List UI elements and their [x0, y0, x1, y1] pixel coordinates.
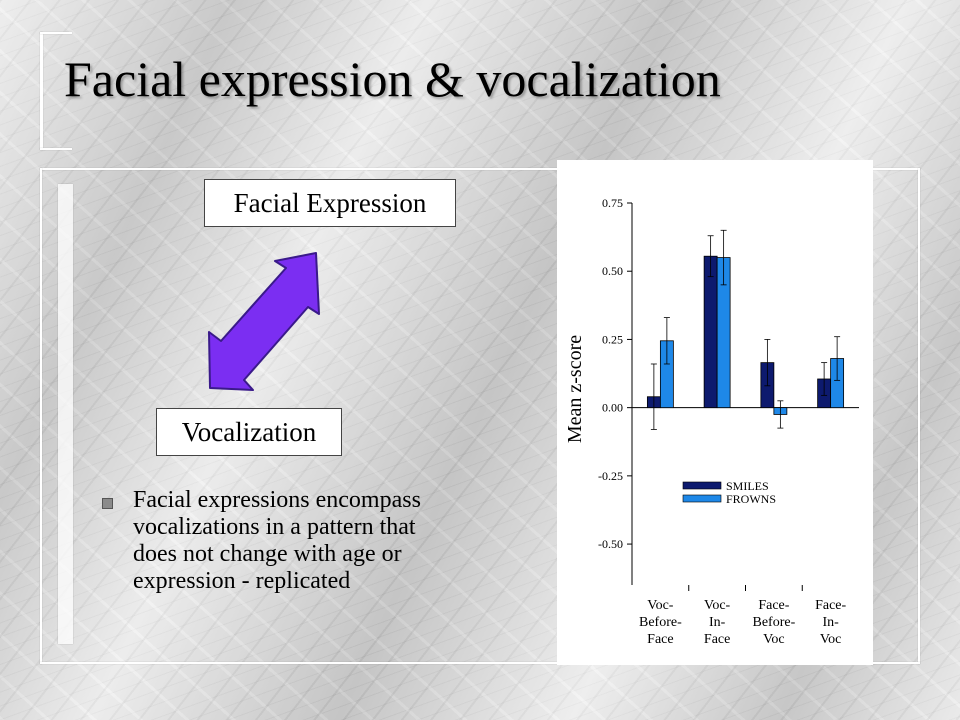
y-tick-label: 0.00	[602, 401, 623, 415]
x-tick-label: Voc-	[704, 598, 731, 613]
double-arrow-icon	[208, 252, 320, 391]
chart-panel: 0.75 0.50 0.25 0.00 -0.25 -0.50 Mean z-score Vo…	[557, 160, 873, 665]
frame-line-title-bottom	[40, 148, 72, 150]
frame-line-body-left	[40, 168, 42, 664]
double-arrow-shape	[208, 252, 320, 391]
bar-smiles	[703, 255, 718, 409]
legend-label-smiles: SMILES	[726, 479, 769, 493]
y-tick-label: -0.50	[598, 537, 623, 551]
x-tick-label: Before-	[639, 615, 682, 630]
x-tick-label: Before-	[752, 615, 795, 630]
bar-chart: 0.75 0.50 0.25 0.00 -0.25 -0.50 Mean z-score Vo…	[564, 196, 859, 647]
x-tick-label: In-	[709, 615, 726, 630]
bullet-item: Facial expressions encompass vocalizatio…	[98, 487, 458, 595]
x-tick-label: Face-	[758, 598, 789, 613]
bullet-list: Facial expressions encompass vocalizatio…	[98, 487, 458, 595]
x-tick-label: Face	[647, 632, 673, 647]
frame-line-title-top	[40, 32, 72, 34]
facial-expression-label: Facial Expression	[204, 179, 456, 227]
frame-line-inner-vertical	[58, 184, 73, 644]
x-tick-label: Face	[704, 632, 730, 647]
frame-line-body-right	[918, 168, 920, 664]
frame-line-body-top	[40, 168, 920, 170]
bullet-text: Facial expressions encompass vocalizatio…	[133, 487, 421, 594]
x-tick-label: Voc-	[647, 598, 674, 613]
frame-line-title-vertical	[40, 32, 43, 150]
square-bullet-icon	[102, 498, 113, 509]
x-tick-label: Voc	[763, 632, 785, 647]
frame-line-body-bottom	[40, 662, 920, 664]
y-tick-label: 0.75	[602, 196, 623, 210]
y-tick-label: -0.25	[598, 469, 623, 483]
slide-title: Facial expression & vocalization	[64, 51, 721, 107]
legend-swatch-frowns	[682, 494, 722, 503]
legend-swatch-smiles	[682, 481, 722, 490]
x-tick-label: Face-	[815, 598, 846, 613]
y-tick-label: 0.25	[602, 332, 623, 346]
legend-label-frowns: FROWNS	[726, 492, 776, 506]
y-tick-label: 0.50	[602, 264, 623, 278]
y-axis-label: Mean z-score	[564, 335, 586, 443]
x-tick-label: In-	[822, 615, 839, 630]
vocalization-label: Vocalization	[156, 408, 342, 456]
x-tick-label: Voc	[820, 632, 842, 647]
